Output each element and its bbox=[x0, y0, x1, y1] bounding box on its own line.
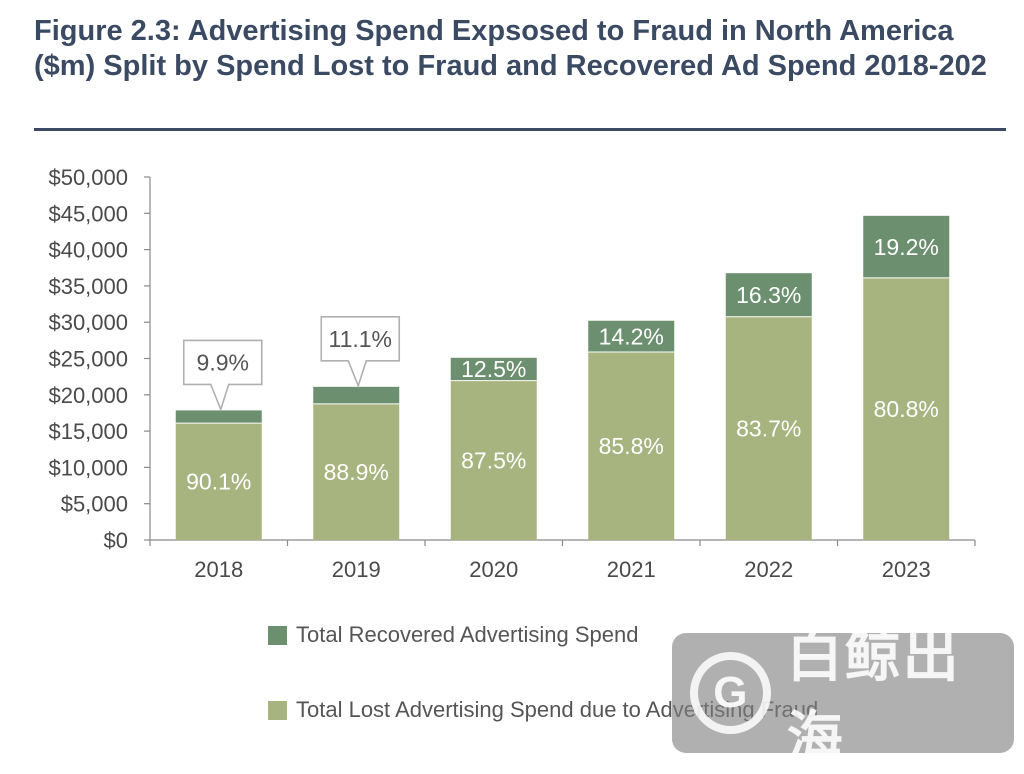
data-label-lost-2018: 90.1% bbox=[186, 469, 251, 495]
legend-label-recovered: Total Recovered Advertising Spend bbox=[296, 622, 639, 647]
y-tick-label: $40,000 bbox=[48, 238, 128, 263]
data-label-recovered-2019: 11.1% bbox=[328, 326, 392, 352]
data-label-recovered-2020: 12.5% bbox=[461, 356, 526, 382]
y-tick-label: $25,000 bbox=[48, 347, 128, 372]
data-label-recovered-2021: 14.2% bbox=[599, 323, 664, 349]
legend-item-recovered: Total Recovered Advertising Spend bbox=[268, 620, 638, 650]
watermark-logo-icon: G bbox=[690, 652, 771, 734]
bar-lost-2022 bbox=[725, 316, 812, 540]
bar-recovered-2020 bbox=[450, 357, 537, 381]
bar-lost-2020 bbox=[450, 380, 537, 540]
bar-recovered-2021 bbox=[588, 320, 675, 352]
title-divider bbox=[34, 128, 1006, 131]
bar-lost-2019 bbox=[313, 403, 400, 540]
y-tick-label: $10,000 bbox=[48, 455, 128, 480]
y-tick-label: $0 bbox=[104, 528, 128, 553]
bar-recovered-2022 bbox=[725, 273, 812, 317]
watermark: G 白鲸出海 bbox=[672, 625, 1014, 771]
y-tick-label: $35,000 bbox=[48, 274, 128, 299]
data-label-lost-2020: 87.5% bbox=[461, 447, 526, 473]
data-label-recovered-2018: 9.9% bbox=[197, 349, 249, 375]
y-tick-label: $15,000 bbox=[48, 419, 128, 444]
callout-box-2018 bbox=[182, 339, 263, 412]
x-tick-label: 2023 bbox=[882, 557, 931, 582]
y-tick-label: $5,000 bbox=[61, 492, 128, 517]
x-tick-label: 2020 bbox=[469, 557, 518, 582]
y-tick-label: $20,000 bbox=[48, 383, 128, 408]
legend-swatch-lost bbox=[268, 700, 287, 720]
data-label-lost-2022: 83.7% bbox=[736, 415, 801, 441]
y-tick-label: $30,000 bbox=[48, 310, 128, 335]
data-label-lost-2021: 85.8% bbox=[599, 433, 664, 459]
data-label-lost-2019: 88.9% bbox=[324, 459, 389, 485]
watermark-text: 白鲸出海 bbox=[786, 625, 961, 771]
bar-lost-2021 bbox=[588, 351, 675, 540]
bar-lost-2018 bbox=[175, 423, 262, 540]
x-tick-label: 2021 bbox=[607, 557, 656, 582]
x-tick-label: 2018 bbox=[194, 557, 243, 582]
bar-recovered-2019 bbox=[313, 386, 400, 404]
bar-recovered-2018 bbox=[175, 410, 262, 424]
legend-swatch-recovered bbox=[268, 625, 287, 645]
bar-lost-2023 bbox=[863, 277, 950, 540]
data-label-recovered-2022: 16.3% bbox=[736, 282, 801, 308]
data-label-recovered-2023: 19.2% bbox=[874, 234, 939, 260]
chart-title: Figure 2.3: Advertising Spend Expsosed t… bbox=[34, 15, 987, 82]
y-tick-label: $50,000 bbox=[48, 165, 128, 190]
y-tick-label: $45,000 bbox=[48, 201, 128, 226]
x-tick-label: 2019 bbox=[332, 557, 381, 582]
data-label-lost-2023: 80.8% bbox=[874, 396, 939, 422]
bar-recovered-2023 bbox=[863, 215, 950, 278]
callout-box-2019 bbox=[320, 316, 401, 389]
x-tick-label: 2022 bbox=[744, 557, 793, 582]
